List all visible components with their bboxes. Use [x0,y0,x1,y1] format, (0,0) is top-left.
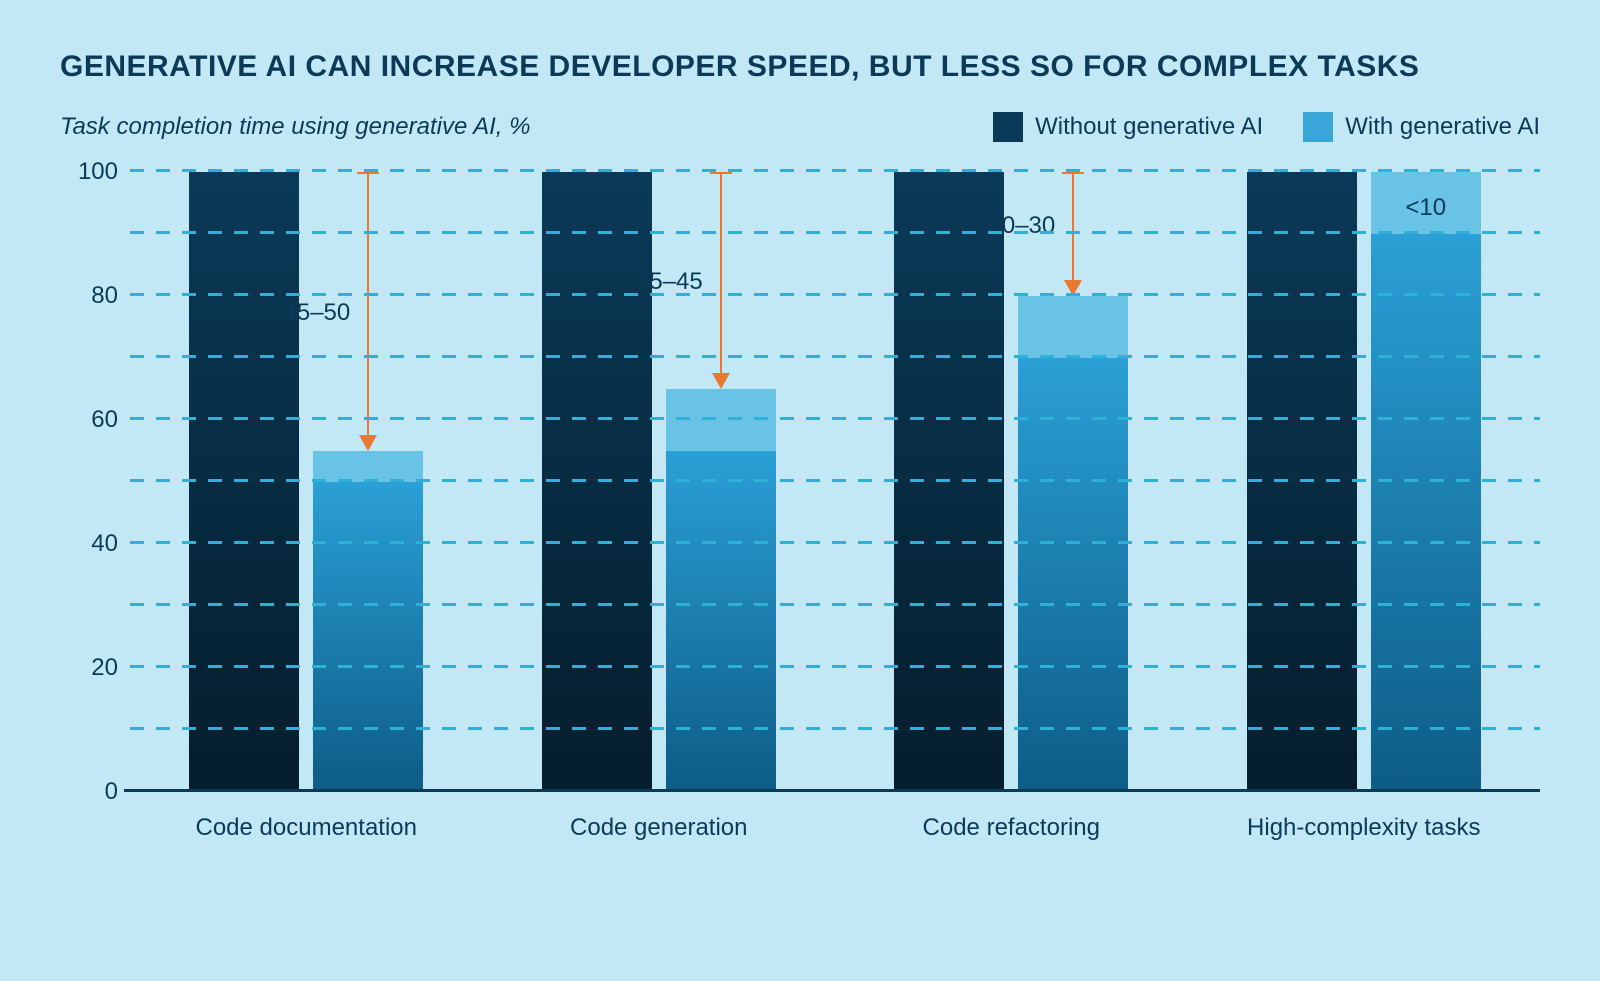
y-axis: 020406080100 [60,172,130,792]
grid-line [130,355,1540,358]
bar-with: 20–30 [1018,296,1128,792]
x-axis-label: Code generation [483,814,836,842]
bar-with: 35–45 [666,389,776,792]
chart-canvas: GENERATIVE AI CAN INCREASE DEVELOPER SPE… [0,0,1600,981]
y-tick-label: 80 [60,282,118,310]
reduction-arrow [356,172,380,451]
bar-group: 45–50 [130,172,483,792]
x-axis-labels: Code documentationCode generationCode re… [130,814,1540,842]
legend-swatch-with [1303,112,1333,142]
grid-line [130,293,1540,296]
bar-without [189,172,299,792]
grid-line [130,417,1540,420]
grid-line [130,169,1540,172]
bar-with-cap [666,389,776,451]
chart-title: GENERATIVE AI CAN INCREASE DEVELOPER SPE… [60,50,1540,84]
reduction-label: 45–50 [284,299,351,327]
bar-without [1247,172,1357,792]
bar-with-cap [1018,296,1128,358]
y-tick-label: 60 [60,406,118,434]
bar-group: 20–30 [835,172,1188,792]
bar-with-cap [313,451,423,482]
grid-line [130,603,1540,606]
reduction-label: 20–30 [989,212,1056,240]
bar-without [894,172,1004,792]
chart-plot-wrap: 020406080100 45–5035–4520–30<10 Code doc… [60,172,1540,852]
bar-group: <10 [1188,172,1541,792]
grid-line [130,727,1540,730]
x-axis-label: Code refactoring [835,814,1188,842]
grid-line [130,479,1540,482]
legend-item-without: Without generative AI [993,112,1263,142]
bar-with-body [1371,234,1481,792]
legend-swatch-without [993,112,1023,142]
x-axis-baseline [124,789,1540,792]
grid-line [130,541,1540,544]
grid-line [130,231,1540,234]
bar-with: 45–50 [313,451,423,792]
x-axis-label: High-complexity tasks [1188,814,1541,842]
legend-label-without: Without generative AI [1035,113,1263,141]
legend-label-with: With generative AI [1345,113,1540,141]
reduction-arrow [1061,172,1085,296]
y-tick-label: 0 [60,778,118,806]
y-tick-label: 100 [60,158,118,186]
reduction-label: <10 [1405,194,1446,222]
y-tick-label: 40 [60,530,118,558]
plot-area: 45–50 35–45 20–30 <10 [130,172,1540,792]
bar-with-body [666,451,776,792]
chart-subtitle: Task completion time using generative AI… [60,113,530,141]
bar-groups: 45–50 35–45 20–30 <10 [130,172,1540,792]
bar-with-body [313,482,423,792]
reduction-label: 35–45 [636,268,703,296]
grid-line [130,665,1540,668]
legend-item-with: With generative AI [1303,112,1540,142]
bar-group: 35–45 [483,172,836,792]
bar-with: <10 [1371,172,1481,792]
chart-legend: Without generative AI With generative AI [993,112,1540,142]
chart-subheader-row: Task completion time using generative AI… [60,112,1540,142]
x-axis-label: Code documentation [130,814,483,842]
bar-without [542,172,652,792]
y-tick-label: 20 [60,654,118,682]
